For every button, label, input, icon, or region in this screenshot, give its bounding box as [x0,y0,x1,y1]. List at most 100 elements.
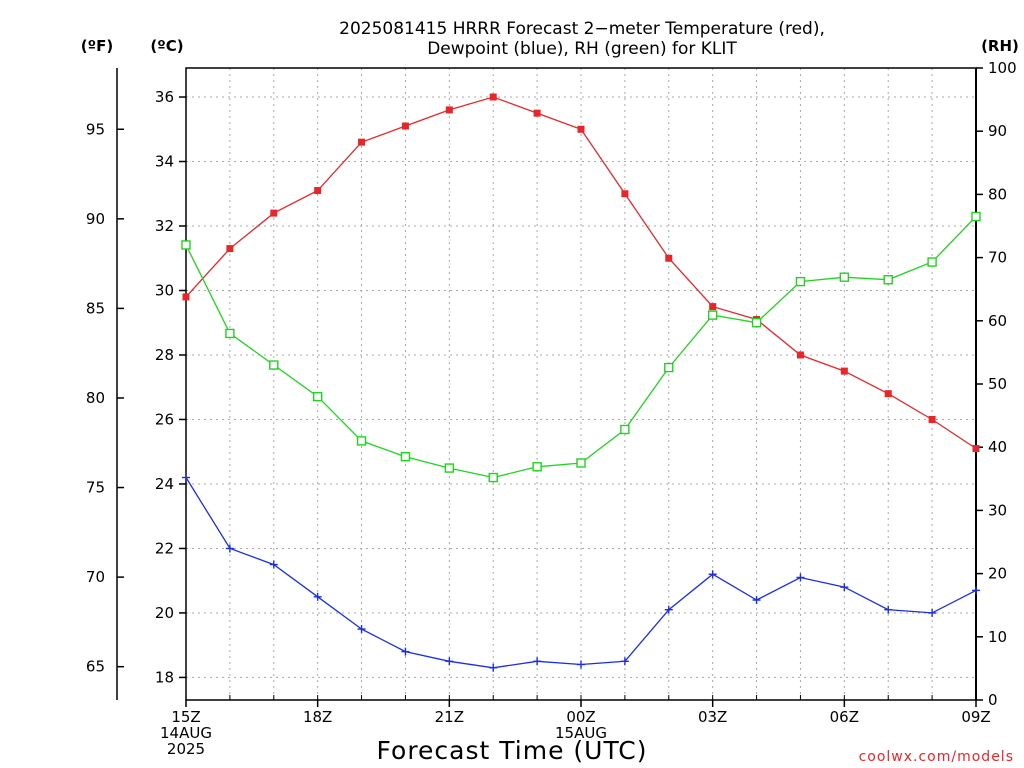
dewpoint-point [664,605,673,614]
celsius-unit-label: (ºC) [150,37,183,55]
temperature-point [226,245,234,253]
temperature-point [884,390,892,398]
dewpoint-point [445,657,454,666]
rh-tick-label: 10 [988,628,1007,646]
rh-point [576,458,586,468]
celsius-tick-label: 26 [155,410,174,428]
x-tick-label: 09Z [961,708,990,726]
rh-point [312,391,323,402]
dewpoint-point [269,560,278,569]
grid-lines [186,68,976,700]
rh-point [751,317,762,328]
celsius-tick-label: 34 [155,153,174,171]
temperature-point [401,122,409,130]
temperature-point [358,138,366,146]
temperature-point [533,109,541,117]
celsius-tick-label: 20 [155,604,174,622]
rh-tick-label: 40 [988,438,1007,456]
source-credit: coolwx.com/models [859,749,1014,765]
celsius-tick-label: 18 [155,668,174,686]
rh-point [927,257,937,267]
series-rh [181,211,981,483]
rh-tick-label: 90 [988,122,1007,140]
rh-point [400,451,411,462]
celsius-tick-label: 28 [155,346,174,364]
fahrenheit-unit-label: (ºF) [81,37,113,55]
dewpoint-point [225,544,234,553]
fahrenheit-tick-label: 90 [86,210,105,228]
rh-tick-label: 80 [988,185,1007,203]
rh-tick-label: 30 [988,501,1007,519]
dewpoint-point [533,657,542,666]
fahrenheit-tick-label: 70 [86,568,105,586]
temperature-point [489,93,497,101]
rh-tick-label: 60 [988,312,1007,330]
temperature-point [314,187,322,195]
celsius-tick-label: 24 [155,475,174,493]
dewpoint-point [577,660,585,669]
dewpoint-point [752,596,761,605]
chart-title-line2: Dewpoint (blue), RH (green) for KLIT [427,39,737,59]
temperature-point [182,293,190,301]
x-tick-label: 14AUG [160,724,212,742]
temperature-point [621,190,629,198]
temperature-point [840,367,848,375]
x-tick-label: 15Z [171,708,200,726]
temperature-point [445,106,453,114]
dewpoint-point [313,592,322,601]
rh-tick-label: 50 [988,375,1007,393]
fahrenheit-tick-label: 65 [86,658,105,676]
dewpoint-point [708,570,717,579]
x-tick-label: 15AUG [555,724,607,742]
dewpoint-point [972,586,980,595]
rh-point [620,424,630,435]
temperature-point [577,125,585,133]
x-tick-label: 21Z [435,708,464,726]
dewpoint-point [489,663,498,672]
rh-point [839,272,850,282]
rh-point [883,275,893,285]
dewpoint-point [401,647,410,656]
rh-point [664,362,674,373]
x-axis-title: Forecast Time (UTC) [377,736,648,765]
axes: 18 20 22 24 26 28 30 32 34 36 65 70 75 80 85 90 95 0 10 20 3… [86,59,1017,758]
x-tick-label: 03Z [698,708,727,726]
dewpoint-point [796,573,805,582]
rh-unit-label: (RH) [981,37,1019,55]
rh-tick-label: 100 [988,59,1017,77]
temperature-point [972,444,980,452]
rh-point [488,472,498,483]
celsius-tick-label: 32 [155,217,174,235]
chart-title-line1: 2025081415 HRRR Forecast 2−meter Tempera… [339,19,825,39]
dewpoint-point [357,625,366,634]
rh-point [444,463,455,473]
dewpoint-point [182,473,190,482]
series-layer [181,93,981,672]
rh-point [269,360,279,370]
rh-point [181,240,191,250]
celsius-tick-label: 30 [155,281,174,299]
x-tick-label: 00Z [566,708,595,726]
temperature-point [665,254,673,262]
rh-point [532,462,542,472]
dewpoint-point [928,608,937,617]
dewpoint-point [884,605,893,614]
celsius-tick-label: 36 [155,88,174,106]
dewpoint-point [840,583,849,592]
celsius-tick-label: 22 [155,539,174,557]
rh-tick-label: 70 [988,249,1007,267]
x-tick-label: 2025 [167,740,205,758]
rh-point [225,328,235,339]
rh-tick-label: 0 [988,691,998,709]
temperature-point [796,351,804,359]
temperature-point [270,209,278,217]
fahrenheit-tick-label: 95 [86,120,105,138]
rh-tick-label: 20 [988,565,1007,583]
dewpoint-point [620,657,629,666]
rh-point [795,276,806,287]
fahrenheit-tick-label: 75 [86,479,105,497]
rh-point [971,211,981,222]
fahrenheit-tick-label: 80 [86,389,105,407]
temperature-point [709,303,717,311]
